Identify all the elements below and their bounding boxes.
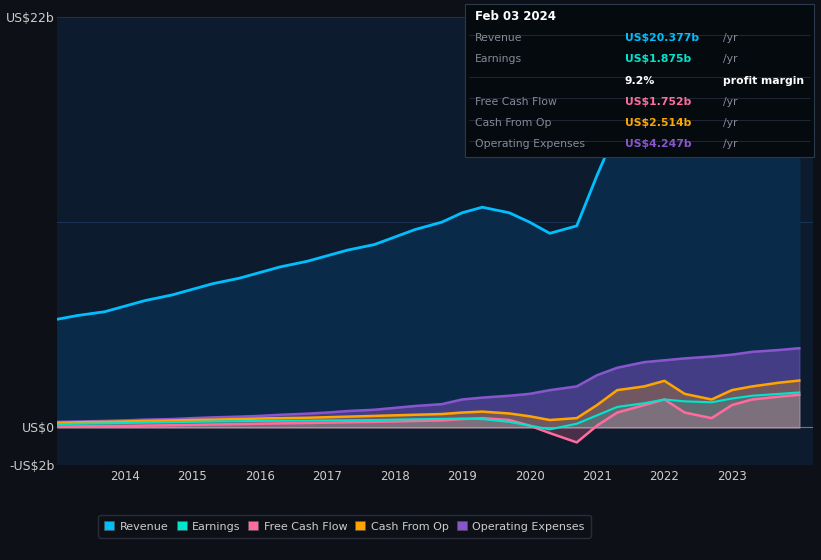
Text: US$20.377b: US$20.377b	[625, 33, 699, 43]
Text: Earnings: Earnings	[475, 54, 521, 64]
Legend: Revenue, Earnings, Free Cash Flow, Cash From Op, Operating Expenses: Revenue, Earnings, Free Cash Flow, Cash …	[99, 515, 590, 538]
Text: /yr: /yr	[723, 54, 738, 64]
Text: US$1.875b: US$1.875b	[625, 54, 691, 64]
Text: US$4.247b: US$4.247b	[625, 139, 691, 149]
Text: Revenue: Revenue	[475, 33, 522, 43]
Text: profit margin: profit margin	[723, 76, 805, 86]
Text: Operating Expenses: Operating Expenses	[475, 139, 585, 149]
Text: US$1.752b: US$1.752b	[625, 97, 691, 107]
Text: Feb 03 2024: Feb 03 2024	[475, 10, 556, 23]
Text: Free Cash Flow: Free Cash Flow	[475, 97, 557, 107]
Text: 9.2%: 9.2%	[625, 76, 655, 86]
Text: Cash From Op: Cash From Op	[475, 118, 551, 128]
Text: /yr: /yr	[723, 118, 738, 128]
Text: /yr: /yr	[723, 97, 738, 107]
Text: US$2.514b: US$2.514b	[625, 118, 691, 128]
Text: /yr: /yr	[723, 139, 738, 149]
Text: /yr: /yr	[723, 33, 738, 43]
